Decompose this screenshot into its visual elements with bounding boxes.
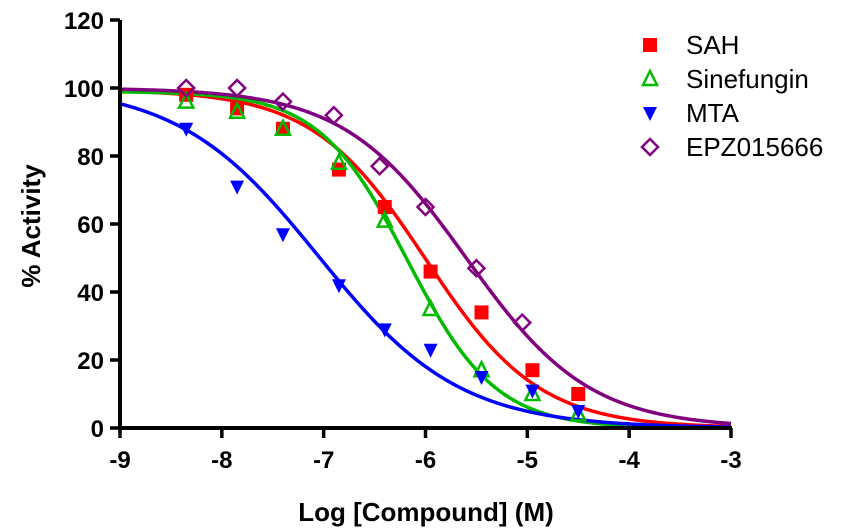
data-point-epz015666 — [227, 78, 247, 98]
legend-label-sah: SAH — [686, 30, 739, 60]
data-point-epz015666 — [324, 105, 344, 125]
data-point-sinefungin — [375, 209, 394, 228]
data-point-epz015666 — [466, 258, 487, 278]
x-tick-label: -7 — [313, 447, 334, 474]
data-point-mta — [571, 405, 586, 419]
legend-marker-sah — [643, 38, 657, 52]
data-point-sinefungin — [228, 101, 247, 120]
data-point-mta — [331, 279, 346, 294]
data-point-sah — [525, 363, 540, 378]
data-point-sah — [571, 387, 586, 401]
fit-curve-epz015666 — [119, 87, 732, 426]
y-tick-label: 120 — [64, 8, 104, 35]
data-point-mta — [275, 228, 290, 243]
data-point-mta — [525, 384, 540, 399]
data-point-epz015666 — [512, 312, 533, 333]
data-point-sinefungin — [421, 298, 440, 317]
legend-marker-mta — [643, 107, 657, 121]
y-tick-label: 0 — [91, 416, 104, 443]
y-axis-title: % Activity — [16, 164, 46, 288]
legend-marker-epz015666 — [640, 137, 660, 157]
data-point-sah — [474, 305, 489, 320]
fit-curve-mta — [119, 102, 732, 429]
data-point-sah — [423, 264, 438, 279]
data-point-mta — [179, 122, 194, 137]
data-point-sinefungin — [523, 383, 542, 402]
data-point-sinefungin — [569, 403, 588, 422]
fit-curves — [119, 87, 732, 430]
y-tick-label: 80 — [77, 144, 104, 171]
y-tick-label: 40 — [77, 280, 104, 307]
x-axis-title: Log [Compound] (M) — [298, 497, 554, 527]
y-tick-label: 60 — [77, 212, 104, 239]
data-points — [176, 78, 588, 422]
data-point-sinefungin — [177, 90, 196, 109]
x-tick-label: -5 — [517, 447, 538, 474]
data-point-epz015666 — [415, 197, 436, 217]
data-point-mta — [377, 323, 392, 338]
legend-label-sinefungin: Sinefungin — [686, 64, 809, 94]
legend-label-epz015666: EPZ015666 — [686, 132, 823, 162]
data-point-sinefungin — [273, 118, 292, 137]
legend: SAH Sinefungin MTA EPZ015666 — [640, 30, 823, 162]
legend-marker-sinefungin — [640, 68, 660, 87]
data-point-mta — [230, 180, 245, 195]
x-tick-label: -3 — [720, 447, 741, 474]
data-point-epz015666 — [273, 91, 293, 112]
fit-curve-sinefungin — [119, 90, 732, 430]
x-tick-label: -6 — [415, 447, 436, 474]
data-point-mta — [423, 343, 438, 358]
x-tick-label: -9 — [109, 447, 130, 474]
fit-curve-sah — [119, 89, 732, 429]
data-point-epz015666 — [369, 156, 390, 176]
data-point-epz015666 — [176, 78, 196, 98]
x-tick-label: -8 — [211, 447, 232, 474]
y-tick-label: 100 — [64, 76, 104, 103]
y-tick-label: 20 — [77, 348, 104, 375]
data-point-sinefungin — [329, 152, 348, 171]
data-point-mta — [474, 371, 489, 385]
x-tick-label: -4 — [618, 447, 640, 474]
axes: -9 -8 -7 -6 -5 -4 -3 0 20 40 60 80 100 120 — [64, 8, 742, 474]
legend-label-mta: MTA — [686, 98, 740, 128]
data-point-sah — [377, 200, 392, 214]
